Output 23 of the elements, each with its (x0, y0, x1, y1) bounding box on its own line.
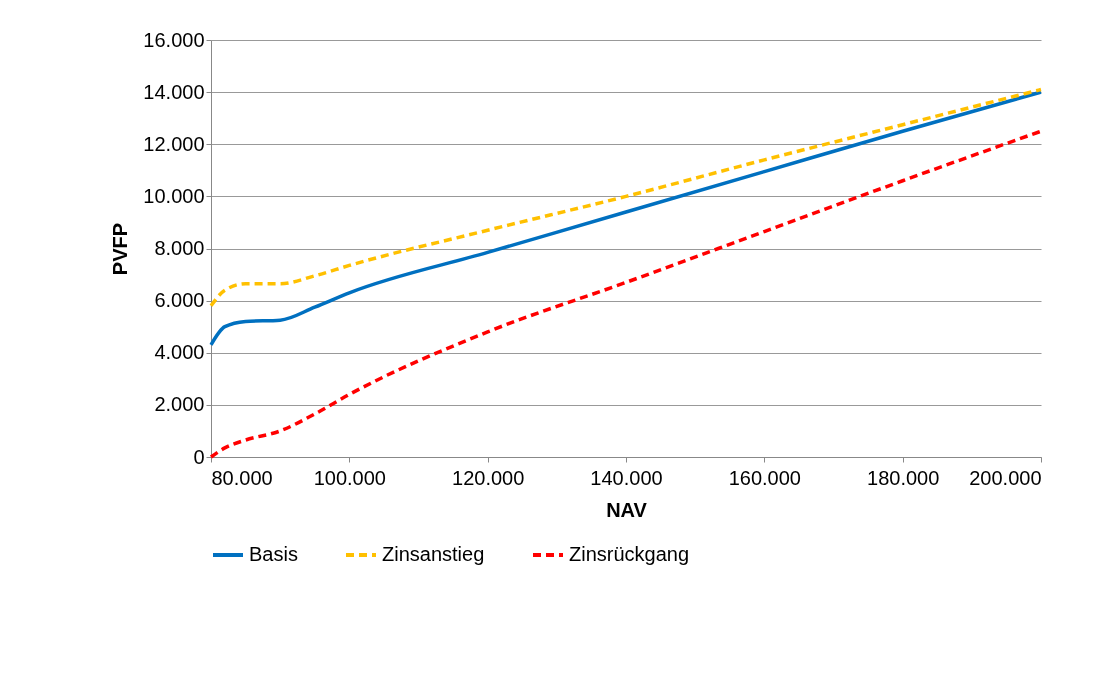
x-tick-label: 140.000 (590, 466, 663, 489)
line-series (209, 87, 1043, 308)
y-tick-label: 6.000 (154, 289, 205, 312)
y-tick-label: 12.000 (143, 132, 205, 155)
y-tick-label: 14.000 (143, 80, 205, 103)
x-tick-label: 100.000 (313, 466, 386, 489)
line-series (209, 90, 1043, 347)
x-tick-label: 200.000 (969, 466, 1042, 489)
y-axis-title: PVFP (109, 222, 132, 276)
x-axis-title: NAV (606, 498, 648, 521)
x-tick-label: 80.000 (211, 466, 273, 489)
x-tick-label: 120.000 (452, 466, 525, 489)
legend-label: Zinsanstieg (382, 543, 485, 565)
legend-label: Zinsrückgang (569, 543, 690, 565)
y-tick-label: 2.000 (154, 393, 205, 416)
x-tick-label: 160.000 (728, 466, 801, 489)
y-tick-label: 16.000 (143, 28, 205, 51)
y-tick-label: 4.000 (154, 341, 205, 364)
legend-label: Basis (249, 543, 298, 565)
y-tick-label: 0 (193, 445, 205, 468)
x-tick-label: 180.000 (867, 466, 940, 489)
y-tick-label: 8.000 (154, 237, 205, 259)
y-tick-label: 10.000 (143, 184, 205, 207)
